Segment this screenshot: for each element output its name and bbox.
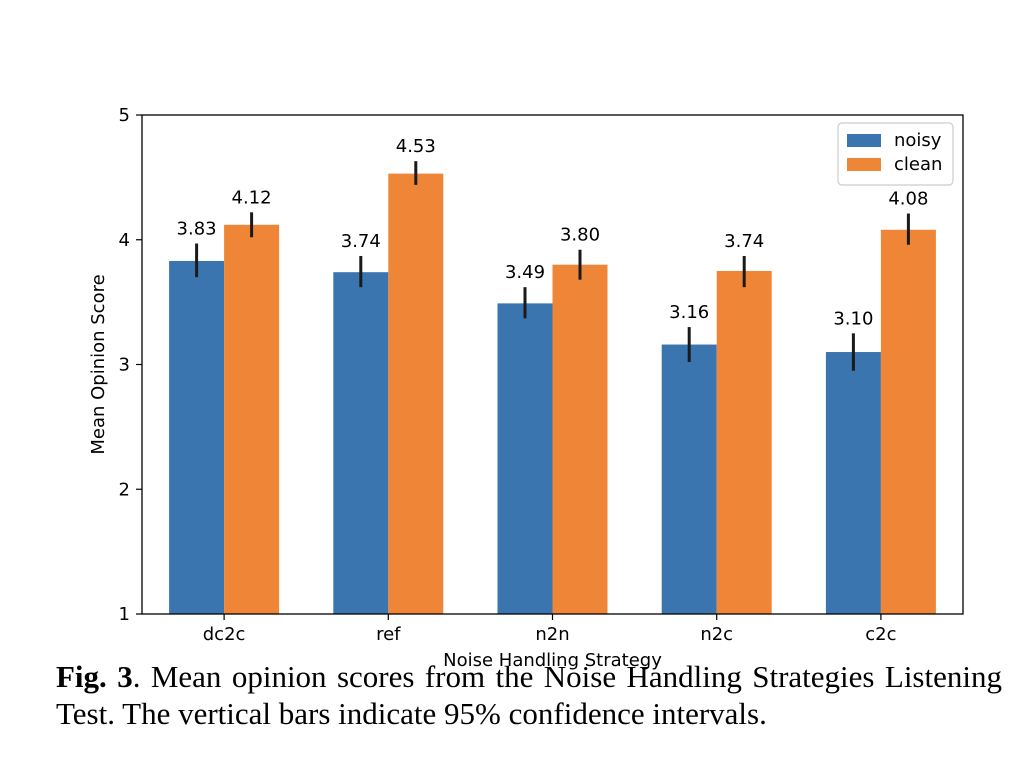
data-label-clean-c2c: 4.08 (888, 189, 928, 210)
bars-layer (169, 161, 936, 614)
data-label-clean-n2c: 3.74 (724, 231, 764, 252)
bar-noisy-c2c (825, 352, 881, 614)
data-label-noisy-n2c: 3.16 (669, 302, 709, 323)
plot-frame (141, 114, 964, 615)
caption-text: . Mean opinion scores from the Noise Han… (56, 659, 1002, 731)
legend-label-noisy: noisy (894, 130, 942, 151)
y-tick-label-2: 2 (119, 479, 130, 500)
legend-swatch-clean (847, 158, 881, 171)
x-tick-label-dc2c: dc2c (203, 624, 246, 645)
axes-layer (136, 114, 964, 620)
y-tick-label-1: 1 (119, 604, 130, 625)
bar-clean-ref (388, 173, 444, 614)
x-axis-label: Noise Handling Strategy (443, 650, 662, 671)
x-tick-label-n2c: n2c (700, 624, 733, 645)
labels-layer: 3.83 4.12 dc2c 3.74 4.53 ref 3.49 3.80 n2n 3.16 3.… (119, 105, 929, 645)
legend: noisy clean (837, 122, 954, 186)
legend-swatch-noisy (847, 134, 881, 147)
data-label-clean-dc2c: 4.12 (232, 187, 272, 208)
x-tick-label-c2c: c2c (865, 624, 896, 645)
y-tick-label-3: 3 (119, 355, 130, 376)
y-tick-label-4: 4 (119, 230, 130, 251)
data-label-clean-ref: 4.53 (396, 136, 436, 157)
x-tick-label-n2n: n2n (535, 624, 569, 645)
data-label-noisy-c2c: 3.10 (833, 308, 873, 329)
bar-noisy-dc2c (169, 260, 225, 614)
bar-noisy-n2n (497, 303, 553, 614)
bar-clean-n2c (716, 270, 772, 614)
legend-label-clean: clean (894, 154, 942, 175)
bar-noisy-ref (333, 272, 389, 614)
data-label-noisy-ref: 3.74 (341, 231, 381, 252)
bar-noisy-n2c (661, 344, 717, 614)
data-label-clean-n2n: 3.80 (560, 225, 600, 246)
figure-caption: Fig. 3. Mean opinion scores from the Noi… (56, 658, 1002, 732)
data-label-noisy-dc2c: 3.83 (177, 218, 217, 239)
x-tick-label-ref: ref (376, 624, 401, 645)
caption-label: Fig. 3 (56, 659, 133, 694)
bar-clean-n2n (552, 264, 608, 614)
bar-clean-c2c (880, 229, 936, 614)
y-tick-label-5: 5 (119, 105, 130, 126)
y-axis-label: Mean Opinion Score (88, 274, 109, 454)
data-label-noisy-n2n: 3.49 (505, 262, 545, 283)
bar-clean-dc2c (224, 224, 280, 614)
